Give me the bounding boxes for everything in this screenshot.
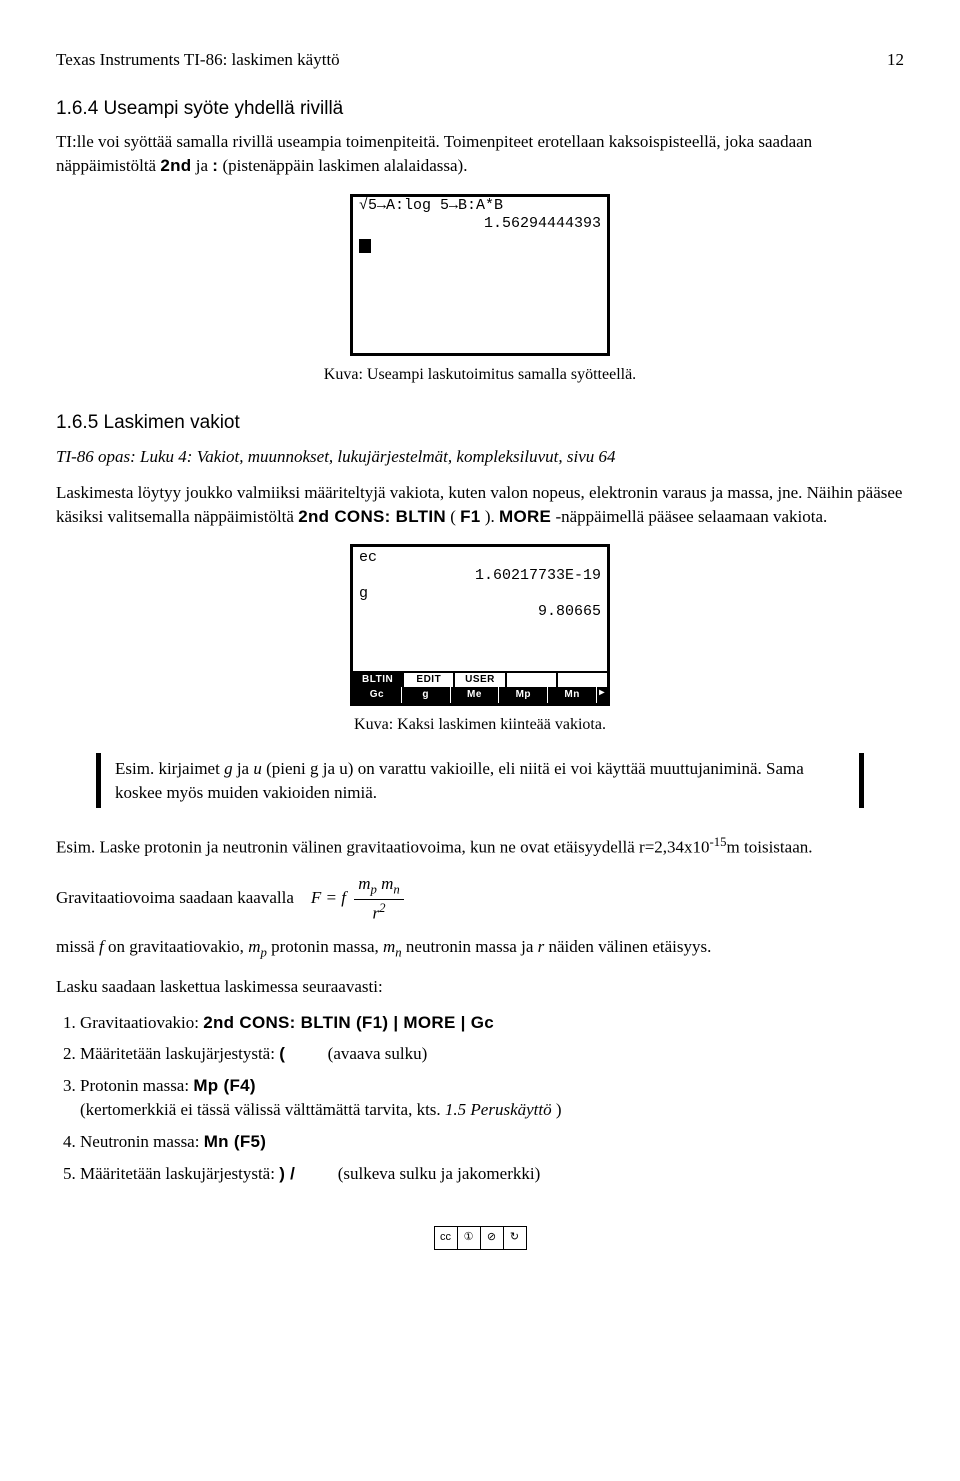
sk-g: g [402, 687, 451, 703]
cc-license: cc ① ⊘ ↻ [56, 1225, 904, 1250]
step-1: Gravitaatiovakio: 2nd CONS: BLTIN (F1) |… [80, 1011, 904, 1035]
para-165: Laskimesta löytyy joukko valmiiksi määri… [56, 481, 904, 529]
sk-mn: Mn [548, 687, 597, 703]
key-more: MORE [499, 507, 551, 526]
screen2-l2r: 9.80665 [353, 603, 607, 621]
screen2-l1: ec [359, 549, 377, 567]
cc-sa-icon: ↻ [504, 1227, 526, 1249]
example-p1: Esim. Laske protonin ja neutronin väline… [56, 834, 904, 859]
key-f1: F1 [460, 507, 480, 526]
step-5: Määritetään laskujärjestystä: ) / (sulke… [80, 1162, 904, 1186]
step2-keys: ( [279, 1044, 285, 1063]
para-164: TI:lle voi syöttää samalla rivillä useam… [56, 130, 904, 178]
sk-mp: Mp [499, 687, 548, 703]
sk-user: USER [455, 671, 506, 687]
key-2nd: 2nd [160, 156, 191, 175]
note-text: Esim. kirjaimet g ja u (pieni g ja u) on… [115, 759, 804, 802]
formula-bot: r2 [354, 900, 404, 925]
step1-keys: 2nd CONS: BLTIN (F1) | MORE | Gc [203, 1013, 494, 1032]
key-colon: : [212, 156, 218, 175]
sk-me: Me [451, 687, 500, 703]
sk-empty1 [507, 671, 558, 687]
calc-screen-1: √5→A:log 5→B:A*B 1.56294444393 [350, 194, 610, 356]
key-cons-bltin: 2nd CONS: BLTIN [298, 507, 446, 526]
calc-screen-2: ec 1.60217733E-19 g 9.80665 BLTIN EDIT U… [350, 544, 610, 706]
sk-gc: Gc [353, 687, 402, 703]
example-p4: Lasku saadaan laskettua laskimessa seura… [56, 975, 904, 999]
header-title: Texas Instruments TI-86: laskimen käyttö [56, 48, 340, 72]
sk-edit: EDIT [404, 671, 455, 687]
step4-keys: Mn (F5) [204, 1132, 267, 1151]
screen2-l2: g [359, 585, 368, 603]
softkey-row-top: BLTIN EDIT USER [353, 671, 607, 687]
formula-lhs: F = f [311, 888, 346, 907]
step-2: Määritetään laskujärjestystä: ( (avaava … [80, 1042, 904, 1066]
step3-keys: Mp (F4) [193, 1076, 256, 1095]
step-4: Neutronin massa: Mn (F5) [80, 1130, 904, 1154]
cc-by-icon: ① [458, 1227, 481, 1249]
softkey-bar: BLTIN EDIT USER Gc g Me Mp Mn ▸ [353, 671, 607, 703]
step5-keys: ) / [279, 1164, 295, 1183]
ref-165: TI-86 opas: Luku 4: Vakiot, muunnokset, … [56, 445, 904, 469]
figure-164: √5→A:log 5→B:A*B 1.56294444393 [56, 194, 904, 356]
note-box: Esim. kirjaimet g ja u (pieni g ja u) on… [96, 753, 864, 809]
screen2-l1r: 1.60217733E-19 [353, 567, 607, 585]
steps-list: Gravitaatiovakio: 2nd CONS: BLTIN (F1) |… [80, 1011, 904, 1186]
sk-empty2 [558, 671, 607, 687]
cc-nc-icon: ⊘ [481, 1227, 504, 1249]
example-p3: missä f on gravitaatiovakio, mp protonin… [56, 935, 904, 962]
figure-165: ec 1.60217733E-19 g 9.80665 BLTIN EDIT U… [56, 544, 904, 706]
cc-badge: cc ① ⊘ ↻ [434, 1226, 527, 1250]
heading-164: 1.6.4 Useampi syöte yhdellä rivillä [56, 96, 904, 123]
formula-frac: mp mn r2 [354, 872, 404, 926]
cursor-block [359, 239, 371, 253]
screen1-line1: √5→A:log 5→B:A*B [353, 197, 607, 215]
formula-label: Gravitaatiovoima saadaan kaavalla [56, 888, 294, 907]
cc-icon: cc [435, 1227, 458, 1249]
sk-more-arrow: ▸ [597, 687, 607, 703]
formula-top: mp mn [354, 872, 404, 900]
header-page: 12 [887, 48, 904, 72]
formula-row: Gravitaatiovoima saadaan kaavalla F = f … [56, 872, 904, 926]
screen1-line2: 1.56294444393 [353, 215, 607, 233]
sk-bltin: BLTIN [353, 671, 404, 687]
softkey-row-bot: Gc g Me Mp Mn ▸ [353, 687, 607, 703]
step-3: Protonin massa: Mp (F4) (kertomerkkiä ei… [80, 1074, 904, 1122]
caption-164: Kuva: Useampi laskutoimitus samalla syöt… [56, 364, 904, 386]
page-header: Texas Instruments TI-86: laskimen käyttö… [56, 48, 904, 72]
caption-165: Kuva: Kaksi laskimen kiinteää vakiota. [56, 714, 904, 736]
heading-165: 1.6.5 Laskimen vakiot [56, 410, 904, 437]
